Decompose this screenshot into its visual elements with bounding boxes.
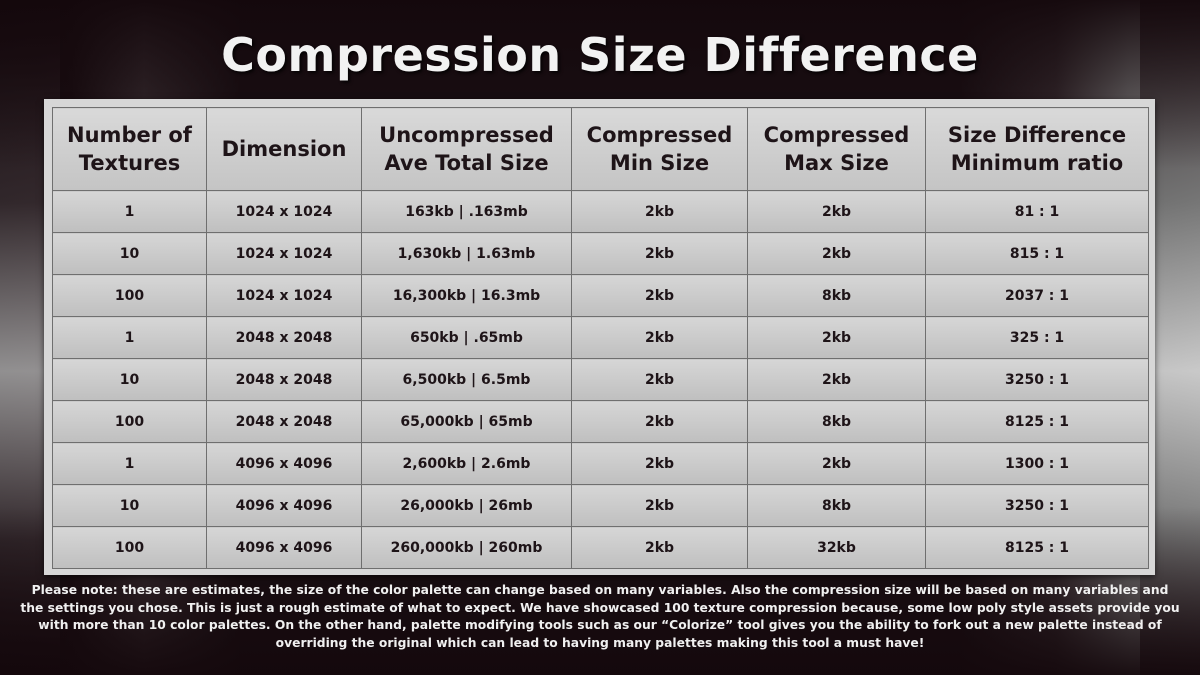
- header-dimension: Dimension: [206, 107, 362, 191]
- cell-dimension: 1024 x 1024: [206, 274, 362, 317]
- cell-ratio: 3250 : 1: [925, 358, 1149, 401]
- cell-min-size: 2kb: [571, 484, 748, 527]
- cell-uncompressed: 26,000kb | 26mb: [361, 484, 572, 527]
- cell-min-size: 2kb: [571, 316, 748, 359]
- cell-min-size: 2kb: [571, 526, 748, 569]
- header-compressed-max: Compressed Max Size: [747, 107, 926, 191]
- header-compressed-min: Compressed Min Size: [571, 107, 748, 191]
- cell-textures: 10: [52, 484, 207, 527]
- cell-textures: 100: [52, 400, 207, 443]
- cell-max-size: 2kb: [747, 190, 926, 233]
- table-row: 1 4096 x 4096 2,600kb | 2.6mb 2kb 2kb 13…: [52, 442, 1149, 485]
- cell-textures: 1: [52, 442, 207, 485]
- cell-dimension: 2048 x 2048: [206, 400, 362, 443]
- cell-ratio: 2037 : 1: [925, 274, 1149, 317]
- cell-min-size: 2kb: [571, 232, 748, 275]
- cell-dimension: 4096 x 4096: [206, 442, 362, 485]
- cell-dimension: 1024 x 1024: [206, 190, 362, 233]
- header-number-of-textures: Number of Textures: [52, 107, 207, 191]
- cell-uncompressed: 6,500kb | 6.5mb: [361, 358, 572, 401]
- cell-min-size: 2kb: [571, 274, 748, 317]
- cell-dimension: 4096 x 4096: [206, 526, 362, 569]
- cell-uncompressed: 16,300kb | 16.3mb: [361, 274, 572, 317]
- cell-dimension: 4096 x 4096: [206, 484, 362, 527]
- cell-uncompressed: 1,630kb | 1.63mb: [361, 232, 572, 275]
- cell-ratio: 1300 : 1: [925, 442, 1149, 485]
- cell-min-size: 2kb: [571, 442, 748, 485]
- cell-uncompressed: 2,600kb | 2.6mb: [361, 442, 572, 485]
- cell-textures: 1: [52, 190, 207, 233]
- compression-table: Number of Textures Dimension Uncompresse…: [52, 107, 1149, 569]
- cell-max-size: 2kb: [747, 442, 926, 485]
- cell-min-size: 2kb: [571, 190, 748, 233]
- cell-dimension: 2048 x 2048: [206, 358, 362, 401]
- cell-max-size: 8kb: [747, 274, 926, 317]
- table-body: 1 1024 x 1024 163kb | .163mb 2kb 2kb 81 …: [52, 190, 1149, 569]
- cell-dimension: 2048 x 2048: [206, 316, 362, 359]
- table-row: 100 4096 x 4096 260,000kb | 260mb 2kb 32…: [52, 526, 1149, 569]
- table-row: 10 4096 x 4096 26,000kb | 26mb 2kb 8kb 3…: [52, 484, 1149, 527]
- cell-textures: 100: [52, 274, 207, 317]
- cell-uncompressed: 163kb | .163mb: [361, 190, 572, 233]
- cell-ratio: 8125 : 1: [925, 526, 1149, 569]
- cell-dimension: 1024 x 1024: [206, 232, 362, 275]
- cell-textures: 1: [52, 316, 207, 359]
- disclaimer-note: Please note: these are estimates, the si…: [20, 583, 1180, 650]
- page-title: Compression Size Difference: [221, 28, 979, 82]
- cell-max-size: 2kb: [747, 232, 926, 275]
- table-row: 1 2048 x 2048 650kb | .65mb 2kb 2kb 325 …: [52, 316, 1149, 359]
- table-row: 10 2048 x 2048 6,500kb | 6.5mb 2kb 2kb 3…: [52, 358, 1149, 401]
- cell-uncompressed: 65,000kb | 65mb: [361, 400, 572, 443]
- cell-ratio: 815 : 1: [925, 232, 1149, 275]
- cell-textures: 100: [52, 526, 207, 569]
- cell-max-size: 32kb: [747, 526, 926, 569]
- comparison-table-frame: Number of Textures Dimension Uncompresse…: [44, 99, 1155, 575]
- cell-textures: 10: [52, 232, 207, 275]
- cell-ratio: 81 : 1: [925, 190, 1149, 233]
- cell-max-size: 8kb: [747, 484, 926, 527]
- header-uncompressed-size: Uncompressed Ave Total Size: [361, 107, 572, 191]
- cell-max-size: 2kb: [747, 358, 926, 401]
- cell-max-size: 8kb: [747, 400, 926, 443]
- cell-uncompressed: 650kb | .65mb: [361, 316, 572, 359]
- table-row: 100 2048 x 2048 65,000kb | 65mb 2kb 8kb …: [52, 400, 1149, 443]
- cell-uncompressed: 260,000kb | 260mb: [361, 526, 572, 569]
- cell-ratio: 325 : 1: [925, 316, 1149, 359]
- table-row: 1 1024 x 1024 163kb | .163mb 2kb 2kb 81 …: [52, 190, 1149, 233]
- cell-textures: 10: [52, 358, 207, 401]
- table-row: 10 1024 x 1024 1,630kb | 1.63mb 2kb 2kb …: [52, 232, 1149, 275]
- cell-min-size: 2kb: [571, 358, 748, 401]
- header-size-difference: Size Difference Minimum ratio: [925, 107, 1149, 191]
- cell-max-size: 2kb: [747, 316, 926, 359]
- table-header-row: Number of Textures Dimension Uncompresse…: [52, 107, 1149, 191]
- cell-ratio: 8125 : 1: [925, 400, 1149, 443]
- table-row: 100 1024 x 1024 16,300kb | 16.3mb 2kb 8k…: [52, 274, 1149, 317]
- cell-ratio: 3250 : 1: [925, 484, 1149, 527]
- cell-min-size: 2kb: [571, 400, 748, 443]
